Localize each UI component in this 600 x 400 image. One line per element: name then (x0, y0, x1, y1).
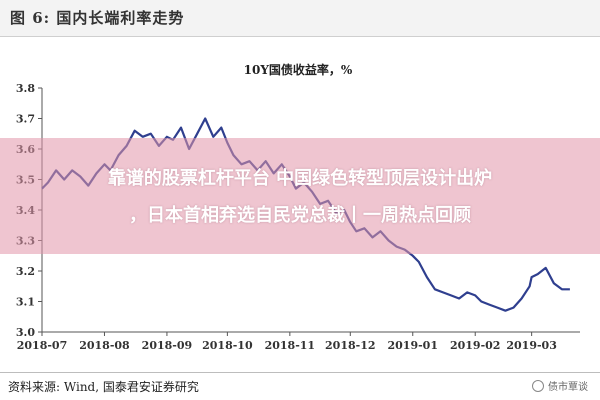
overlay-text[interactable]: 靠谱的股票杠杆平台 中国绿色转型顶层设计出炉 ，日本首相弃选自民党总裁丨一周热点… (0, 160, 600, 234)
x-tick-label: 2018-09 (142, 339, 193, 352)
x-tick-label: 2019-02 (450, 339, 501, 352)
y-tick-label: 3.0 (16, 326, 35, 339)
figure-title: 图 6: 国内长端利率走势 (10, 9, 185, 27)
brand-watermark: 债市覃谈 (532, 378, 588, 393)
y-tick-label: 3.7 (16, 113, 35, 126)
x-axis-ticks: 2018-07 2018-08 2018-09 2018-10 2018-11 2018-… (17, 332, 557, 352)
overlay-line-1[interactable]: 靠谱的股票杠杆平台 中国绿色转型顶层设计出炉 (107, 168, 493, 189)
x-tick-label: 2018-10 (202, 339, 253, 352)
y-tick-label: 3.2 (16, 265, 35, 278)
figure-header: 图 6: 国内长端利率走势 (0, 0, 600, 37)
brand-logo-icon (532, 379, 544, 392)
x-tick-label: 2018-08 (79, 339, 130, 352)
chart-title: 10Y国债收益率，% (244, 62, 353, 77)
y-tick-label: 3.8 (16, 82, 35, 95)
overlay-line-2[interactable]: ，日本首相弃选自民党总裁丨一周热点回顾 (129, 205, 471, 226)
source-note: 资料来源: Wind, 国泰君安证券研究 (8, 380, 199, 394)
x-tick-label: 2018-07 (17, 339, 68, 352)
overlay-banner[interactable] (0, 138, 600, 254)
x-tick-label: 2018-12 (325, 339, 376, 352)
footer-divider (0, 372, 600, 373)
y-tick-label: 3.1 (16, 296, 35, 309)
x-tick-label: 2019-01 (388, 339, 439, 352)
chart: 10Y国债收益率，% 3.03.13.23.33.43.53.63.73.8 2… (16, 62, 580, 352)
x-tick-label: 2019-03 (506, 339, 557, 352)
x-tick-label: 2018-11 (265, 339, 316, 352)
brand-name: 债市覃谈 (548, 382, 588, 393)
